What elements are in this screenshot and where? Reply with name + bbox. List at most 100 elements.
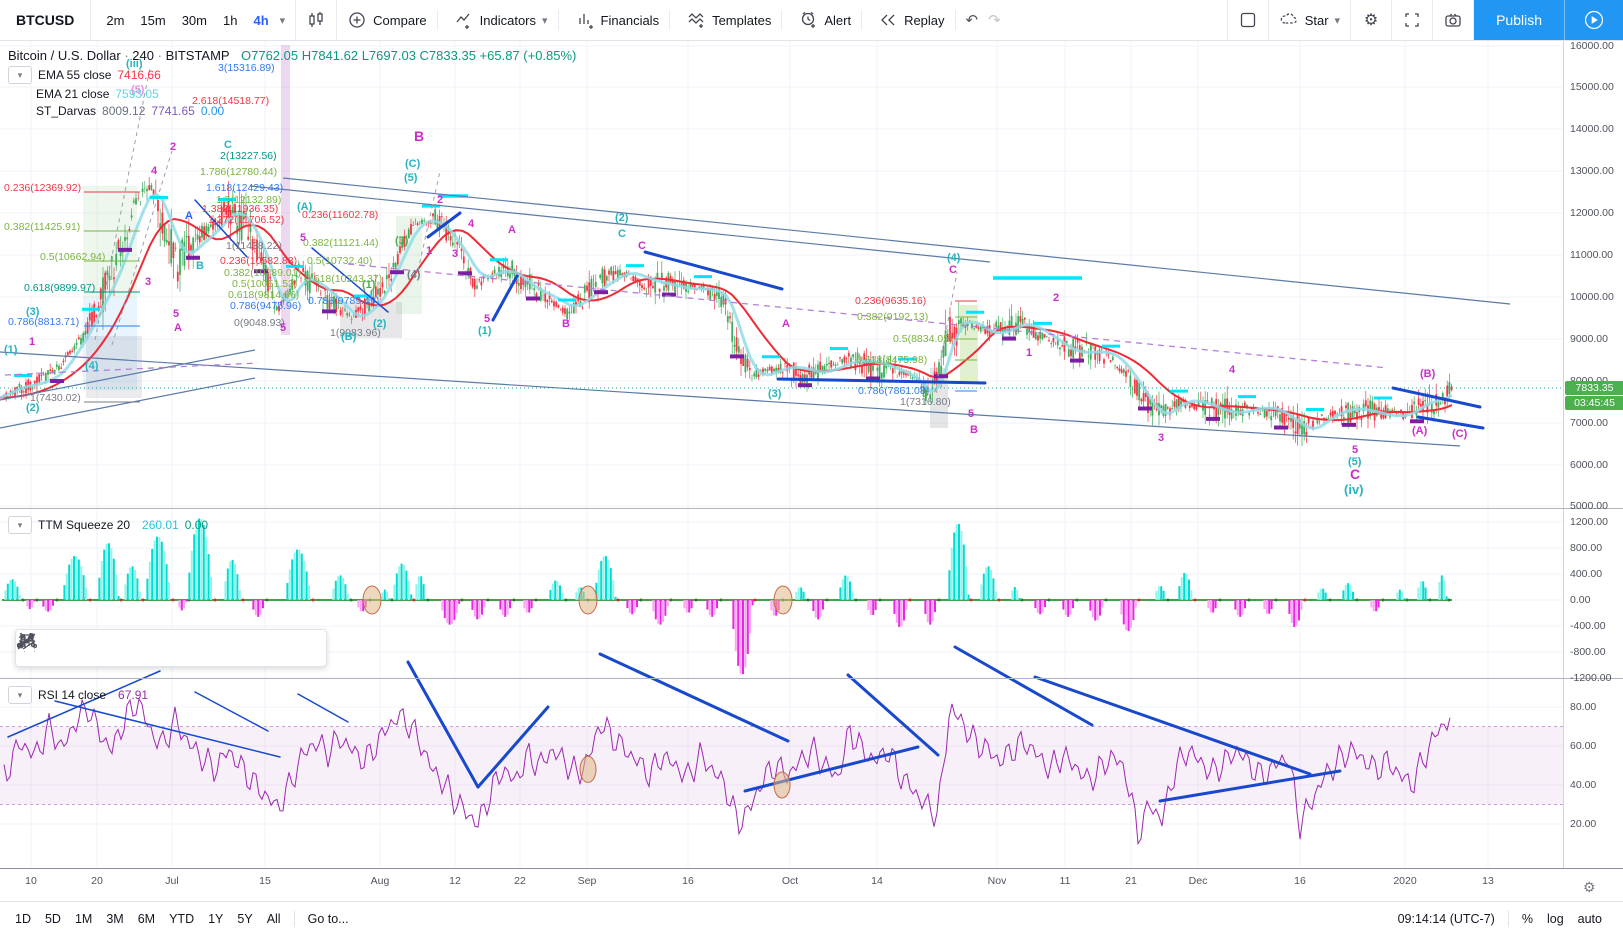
range-all[interactable]: All [266,911,281,926]
bottom-right: 09:14:14 (UTC-7) % log auto [1391,910,1623,927]
clock[interactable]: 09:14:14 (UTC-7) [1397,911,1495,926]
indicators-button[interactable]: Indicators ▾ [444,10,559,30]
wave-label: B [970,424,978,436]
wave-label: (3) [395,235,409,247]
ttm-label[interactable]: TTM Squeeze 20 [38,518,131,532]
wave-label: B [196,260,204,272]
indicator-value: 67.91 [118,688,149,702]
divider [293,910,295,927]
range-5y[interactable]: 5Y [237,911,253,926]
redo-button[interactable]: ↷ [988,12,1001,29]
timeframe-2m[interactable]: 2m [106,12,125,28]
chart-area[interactable]: Bitcoin / U.S. Dollar · 240 · BITSTAMP O… [0,40,1623,900]
templates-button[interactable]: Templates [676,10,783,30]
indicator-value: 0.00 [200,104,225,118]
camera-icon [1443,10,1463,30]
screenshot-button[interactable] [1433,0,1475,40]
time-axis-tick: 16 [1294,875,1306,887]
indicator-label[interactable]: ST_Darvas [36,104,97,118]
time-axis-tick: 20 [91,875,103,887]
wave-label: B [562,318,570,330]
indicator-label[interactable]: EMA 21 close [36,87,110,101]
rsi-label[interactable]: RSI 14 close [38,688,107,702]
alert-button-label: Alert [824,12,852,28]
compare-button[interactable]: Compare [337,10,438,30]
main-legend: Bitcoin / U.S. Dollar · 240 · BITSTAMP O… [8,48,576,118]
alert-button[interactable]: Alert [788,10,863,30]
price-axis-tick: 6000.00 [1570,459,1608,471]
price-axis-tick: 11000.00 [1570,249,1614,261]
chevron-down-icon: ▾ [542,14,548,27]
range-6m[interactable]: 6M [137,911,156,926]
time-axis-tick: 10 [25,875,37,887]
wave-label: 4 [468,218,475,230]
range-1y[interactable]: 1Y [208,911,224,926]
fib-level-label: 0.382(10289.01) [224,267,302,279]
timeframe-1h[interactable]: 1h [223,12,238,28]
pane-separator-rsi[interactable] [0,678,1623,679]
time-axis-tick: 15 [259,875,271,887]
range-1d[interactable]: 1D [15,911,31,926]
fib-level-label: 0.5(8834.05) [893,333,953,345]
timeframe-15m[interactable]: 15m [140,12,166,28]
trend-line-tool[interactable] [18,633,162,663]
settings-button[interactable]: ⚙ [1351,0,1393,40]
channel-tool[interactable] [16,633,66,663]
wave-label: (A) [297,201,313,213]
timeframe-menu-chevron[interactable]: ▾ [279,14,286,27]
ttm-axis-tick: -400.00 [1570,620,1606,632]
wave-label: 1 [29,336,36,348]
publish-play-button[interactable] [1564,0,1623,40]
symbol-description[interactable]: Bitcoin / U.S. Dollar [8,48,121,63]
fib-level-label: 0(9048.93) [234,317,285,329]
forecast-tool[interactable] [20,633,258,663]
ttm-legend: ▾ TTM Squeeze 20 260.01 0.00 [8,513,208,534]
save-cloud-button[interactable]: Star ▾ [1269,0,1352,40]
pane-separator-ttm[interactable] [0,508,1623,509]
wave-label: (5) [1348,456,1362,468]
scale-log[interactable]: log [1546,911,1564,926]
layout-button[interactable] [1226,0,1269,40]
fib-level-label: 0.786(9475.96) [230,300,302,312]
fib-level-label: 0.5(10051.53) [232,278,298,290]
indicator-label[interactable]: EMA 55 close [38,68,112,82]
replay-button[interactable]: Replay [868,10,956,30]
time-axis-settings-icon[interactable]: ⚙ [1583,879,1596,895]
scale-percent[interactable]: % [1521,911,1533,926]
range-1m[interactable]: 1M [74,911,93,926]
fib-level-label: 2.618(14518.77) [192,95,270,107]
collapse-pane-button[interactable]: ▾ [8,66,32,84]
wave-label: (iii) [126,58,143,70]
financials-button[interactable]: Financials [565,10,671,30]
fib-level-label: 0.236(10582.88) [220,255,298,267]
range-5d[interactable]: 5D [44,911,61,926]
ttm-axis-tick: 1200.00 [1570,516,1608,528]
scale-auto[interactable]: auto [1577,911,1602,926]
chart-type-button[interactable] [296,0,338,40]
rsi-legend: ▾ RSI 14 close 67.91 [8,683,148,704]
undo-button[interactable]: ↶ [965,12,979,29]
wave-label: 3 [452,248,459,260]
fib-level-label: 0.382(11121.44) [303,237,379,249]
xabcd-pattern-tool[interactable] [17,633,290,663]
goto-button[interactable]: Go to... [307,911,349,926]
collapse-rsi-button[interactable]: ▾ [8,686,32,704]
wave-label: 3 [1158,432,1165,444]
collapse-ttm-button[interactable]: ▾ [8,516,32,534]
fib-level-label: 3(15316.89) [218,62,275,74]
range-3m[interactable]: 3M [106,911,124,926]
timeframe-4h[interactable]: 4h [253,12,269,28]
fib-level-label: 1.272(11706.52) [208,214,285,226]
horizontal-ray-tool[interactable] [19,633,226,663]
fullscreen-button[interactable] [1392,0,1434,40]
extended-line-tool[interactable] [17,633,194,663]
publish-button[interactable]: Publish [1474,0,1564,40]
arrow-tool[interactable] [19,633,322,663]
symbol-name[interactable]: BTCUSD [16,12,75,28]
drag-handle[interactable]: ⋮⋮ [20,642,40,653]
range-ytd[interactable]: YTD [169,911,195,926]
timeframe-30m[interactable]: 30m [181,12,207,28]
fib-level-label: 1(7430.02) [30,392,81,404]
